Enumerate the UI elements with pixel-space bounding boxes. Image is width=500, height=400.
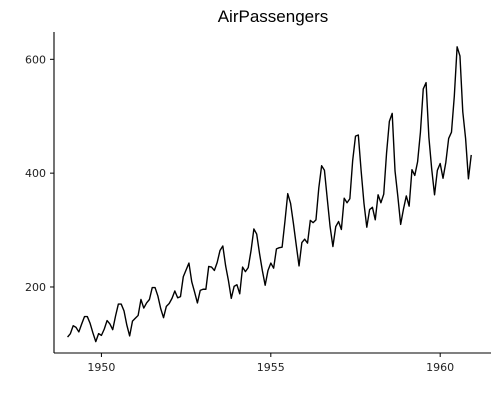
series-line-airpassengers xyxy=(67,46,472,343)
y-tick-label: 400 xyxy=(25,167,46,180)
x-ticks: 1950 1955 1960 xyxy=(87,353,454,374)
plot-area: 200 400 600 1950 1955 1960 xyxy=(25,32,491,374)
chart-title: AirPassengers xyxy=(218,7,329,26)
y-tick-label: 200 xyxy=(25,281,46,294)
x-tick-label: 1950 xyxy=(87,361,115,374)
x-tick-label: 1955 xyxy=(257,361,285,374)
x-tick-label: 1960 xyxy=(426,361,454,374)
y-tick-label: 600 xyxy=(25,53,46,66)
y-ticks: 200 400 600 xyxy=(25,53,54,294)
